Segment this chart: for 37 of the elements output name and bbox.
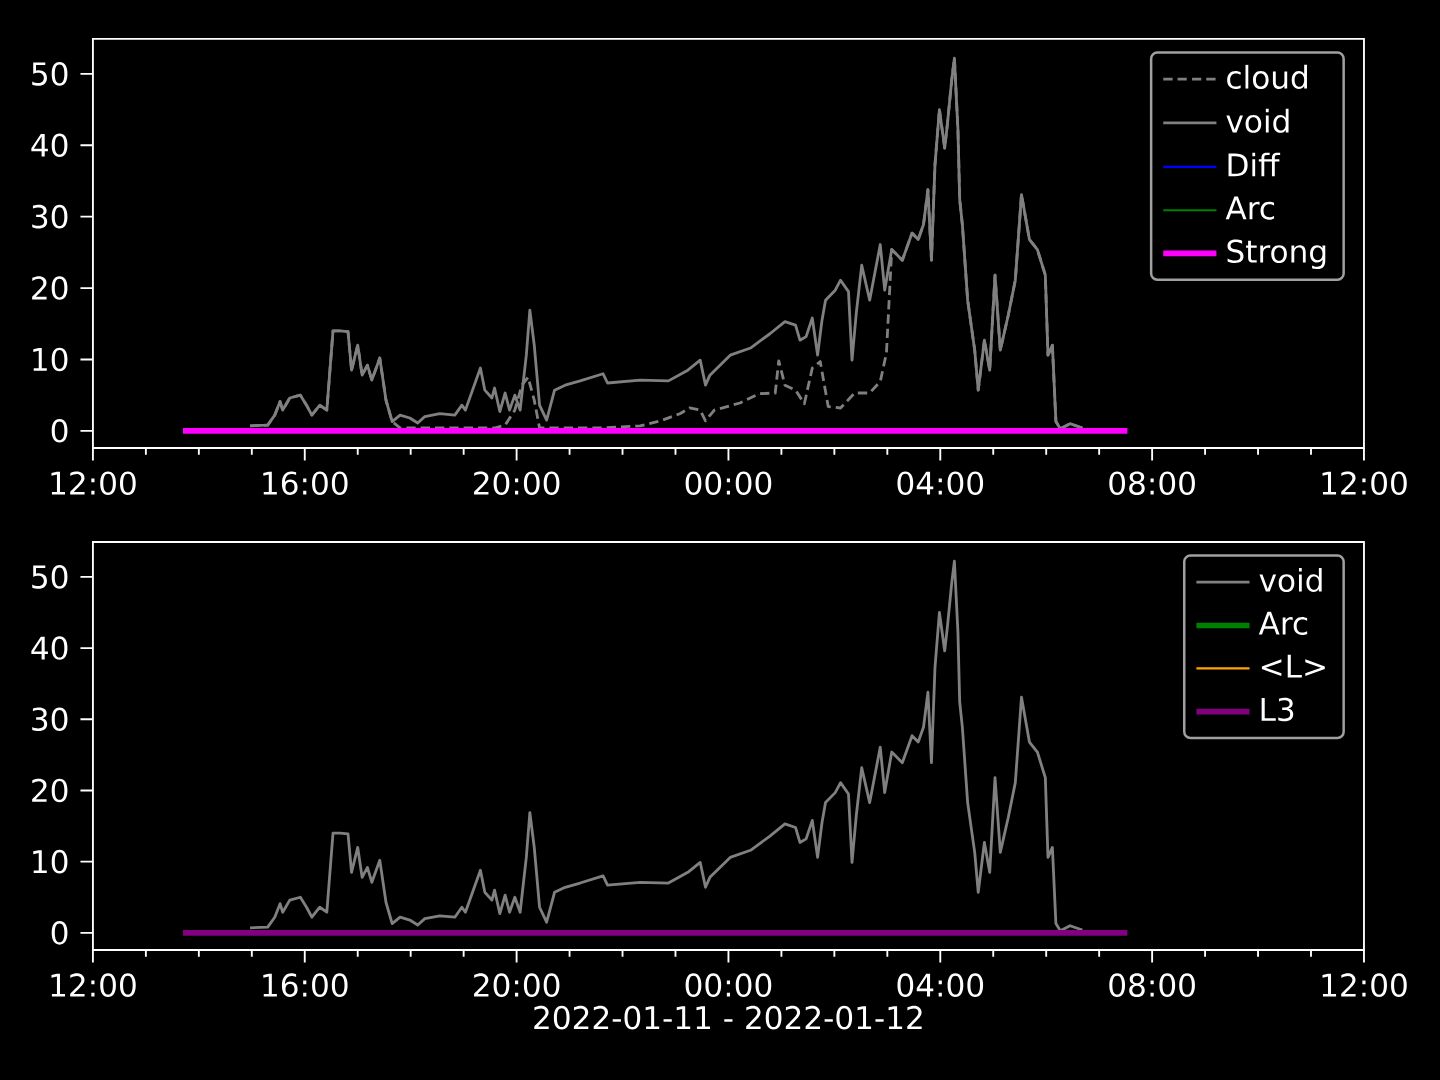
- x-tick-label: 08:00: [1109, 973, 1195, 997]
- x-tick-label: 00:00: [685, 973, 772, 997]
- y-tick-label: 40: [31, 636, 68, 660]
- y-tick-label: 50: [32, 62, 68, 86]
- y-tick-label: 10: [33, 347, 68, 372]
- y-tick-label: 0: [51, 921, 68, 945]
- y-tick-label: 20: [32, 276, 68, 300]
- legend-label: Strong: [1227, 239, 1326, 270]
- x-tick-label: 16:00: [263, 973, 348, 997]
- legend-label: cloud: [1227, 64, 1307, 89]
- y-tick-label: 50: [32, 565, 68, 589]
- x-tick-label: 12:00: [1322, 973, 1407, 997]
- x-axis-title: 2022-01-11 - 2022-01-12: [534, 1005, 922, 1030]
- x-tick-label: 08:00: [1109, 471, 1195, 495]
- x-tick-label: 04:00: [897, 973, 984, 997]
- legend-label: Arc: [1258, 611, 1308, 635]
- y-tick-label: 20: [32, 778, 68, 803]
- legend-label: Diff: [1228, 152, 1281, 177]
- legend-label: Arc: [1225, 196, 1275, 220]
- legend-label: <L>: [1261, 654, 1325, 678]
- line-series: [248, 559, 1084, 933]
- x-tick-label: 16:00: [263, 471, 348, 495]
- y-tick-label: 30: [32, 204, 68, 229]
- legend-label: L3: [1261, 697, 1294, 722]
- x-tick-label: 12:00: [51, 973, 136, 997]
- legend-label: void: [1259, 567, 1322, 593]
- x-tick-label: 04:00: [897, 471, 984, 495]
- x-tick-label: 12:00: [1322, 471, 1407, 495]
- x-tick-label: 00:00: [685, 471, 772, 495]
- y-tick-label: 40: [31, 133, 68, 158]
- x-tick-label: 12:00: [51, 471, 136, 495]
- y-tick-label: 30: [32, 707, 68, 732]
- x-tick-label: 20:00: [474, 471, 560, 495]
- legend-label: void: [1226, 108, 1289, 133]
- x-tick-label: 20:00: [474, 973, 560, 997]
- y-tick-label: 10: [33, 849, 68, 874]
- y-tick-label: 0: [51, 419, 68, 443]
